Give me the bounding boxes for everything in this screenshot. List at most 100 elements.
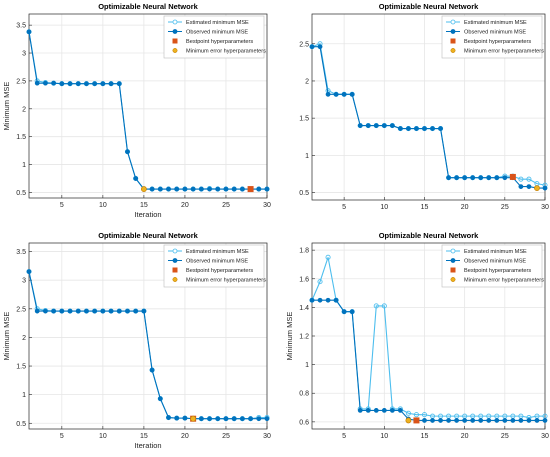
- y-axis-label: Minimum MSE: [285, 312, 294, 361]
- minerr-marker: [140, 186, 147, 192]
- chart-panel-1: 5 10 15 20 25 30 0.5 1 1.5 2 2.5 3 3.5 Optimizable Ne…: [2, 2, 271, 219]
- data-point-observed: [317, 44, 323, 50]
- data-point-observed: [34, 308, 40, 314]
- y-tick-label: 1: [305, 362, 309, 369]
- chart-title: Optimizable Neural Network: [98, 2, 198, 11]
- x-tick-label: 30: [541, 204, 549, 211]
- y-tick-label: 0.5: [299, 190, 309, 197]
- legend: Estimated minimum MSE Observed minimum MS…: [441, 244, 544, 288]
- data-point-observed: [430, 126, 435, 131]
- chart-panel-4: 5 10 15 20 25 30 0.6 0.8 1 1.2 1.4 1.6 1.8 Optimizabl…: [285, 231, 549, 440]
- data-point-observed: [438, 126, 443, 131]
- data-point-observed: [502, 418, 508, 423]
- legend-marker-observed: [450, 29, 456, 34]
- legend-label-bestpoint: Bestpoint hyperparameters: [464, 39, 531, 45]
- data-point-observed: [534, 418, 540, 423]
- minerr-marker: [405, 417, 412, 424]
- data-point-observed: [526, 418, 532, 423]
- data-point-observed: [26, 29, 32, 35]
- y-tick-label: 0.5: [16, 190, 26, 197]
- data-point-observed: [542, 185, 548, 191]
- y-tick-label: 1.5: [299, 116, 309, 123]
- legend-marker-bestpoint: [172, 267, 178, 273]
- data-point-observed: [389, 407, 395, 413]
- legend: Estimated minimum MSE Observed minimum MS…: [441, 15, 544, 59]
- x-tick-label: 5: [60, 433, 64, 440]
- chart-title: Optimizable Neural Network: [98, 231, 198, 240]
- data-point-observed: [166, 415, 171, 420]
- legend-marker-observed: [172, 258, 178, 263]
- bestpoint-marker: [413, 417, 420, 424]
- data-point-observed: [166, 186, 171, 192]
- data-point-observed: [223, 416, 229, 422]
- data-point-observed: [215, 416, 221, 422]
- axes-frame: [311, 13, 546, 201]
- data-point-observed: [357, 123, 363, 128]
- y-tick-label: 1: [22, 392, 26, 399]
- legend-label-observed: Observed minimum MSE: [464, 259, 526, 265]
- data-point-observed: [349, 309, 355, 315]
- data-point-observed: [133, 176, 139, 181]
- y-tick-label: 1.6: [299, 276, 309, 283]
- y-tick-label: 1: [22, 162, 26, 169]
- data-point-observed: [373, 123, 379, 128]
- legend-marker-observed: [172, 29, 178, 34]
- chart-panel-3: 5 10 15 20 25 30 0.5 1 1.5 2 2.5 3 3.5 Optimizable Ne…: [2, 231, 271, 450]
- x-tick-label: 30: [263, 202, 271, 209]
- data-point-observed: [125, 308, 130, 314]
- data-point-observed: [231, 186, 237, 192]
- data-point-observed: [357, 407, 363, 413]
- data-point-observed: [59, 308, 65, 314]
- data-point-estimated: [413, 412, 419, 418]
- x-tick-label: 25: [501, 204, 509, 211]
- data-point-observed: [149, 367, 155, 373]
- data-point-observed: [478, 418, 484, 423]
- legend-label-bestpoint: Bestpoint hyperparameters: [464, 268, 531, 274]
- data-point-observed: [494, 418, 500, 423]
- y-tick-label: 1.5: [16, 134, 26, 141]
- data-point-observed: [446, 175, 451, 181]
- data-point-observed: [34, 80, 40, 86]
- data-point-observed: [51, 80, 57, 86]
- minerr-marker: [534, 185, 540, 191]
- data-point-observed: [256, 416, 262, 422]
- y-tick-label: 1.4: [299, 305, 309, 312]
- data-point-observed: [542, 418, 548, 423]
- data-point-observed: [333, 91, 339, 97]
- data-point-observed: [108, 81, 114, 87]
- bestpoint-marker: [509, 173, 516, 180]
- chart-title: Optimizable Neural Network: [379, 2, 479, 11]
- data-point-observed: [414, 126, 419, 131]
- data-point-observed: [133, 308, 139, 314]
- legend-marker-minerr: [450, 277, 456, 282]
- x-tick-label: 25: [222, 202, 230, 209]
- y-tick-label: 0.6: [299, 419, 309, 426]
- legend-marker-estimated: [450, 19, 456, 25]
- data-point-observed: [141, 308, 147, 314]
- x-tick-label: 20: [181, 202, 189, 209]
- data-point-observed: [100, 81, 106, 87]
- data-point-observed: [100, 308, 106, 314]
- data-point-observed: [207, 416, 212, 422]
- data-point-observed: [397, 126, 403, 131]
- y-tick-label: 2.5: [16, 306, 26, 313]
- data-point-observed: [116, 308, 122, 314]
- data-point-observed: [108, 308, 114, 314]
- legend-marker-bestpoint: [450, 38, 456, 44]
- x-tick-label: 25: [222, 433, 230, 440]
- data-point-observed: [84, 81, 89, 87]
- data-point-observed: [462, 418, 468, 423]
- data-point-observed: [198, 186, 204, 192]
- x-axis-label: Iteration: [134, 210, 161, 219]
- data-point-observed: [256, 186, 262, 192]
- legend-box: [163, 244, 265, 288]
- legend-label-estimated: Estimated minimum MSE: [464, 20, 527, 26]
- data-point-estimated: [325, 254, 331, 260]
- data-point-observed: [333, 297, 339, 303]
- data-point-estimated: [317, 279, 323, 285]
- chart-title: Optimizable Neural Network: [379, 231, 479, 240]
- y-tick-label: 1.5: [16, 364, 26, 371]
- bestpoint-marker: [247, 186, 254, 193]
- legend-label-observed: Observed minimum MSE: [186, 259, 248, 265]
